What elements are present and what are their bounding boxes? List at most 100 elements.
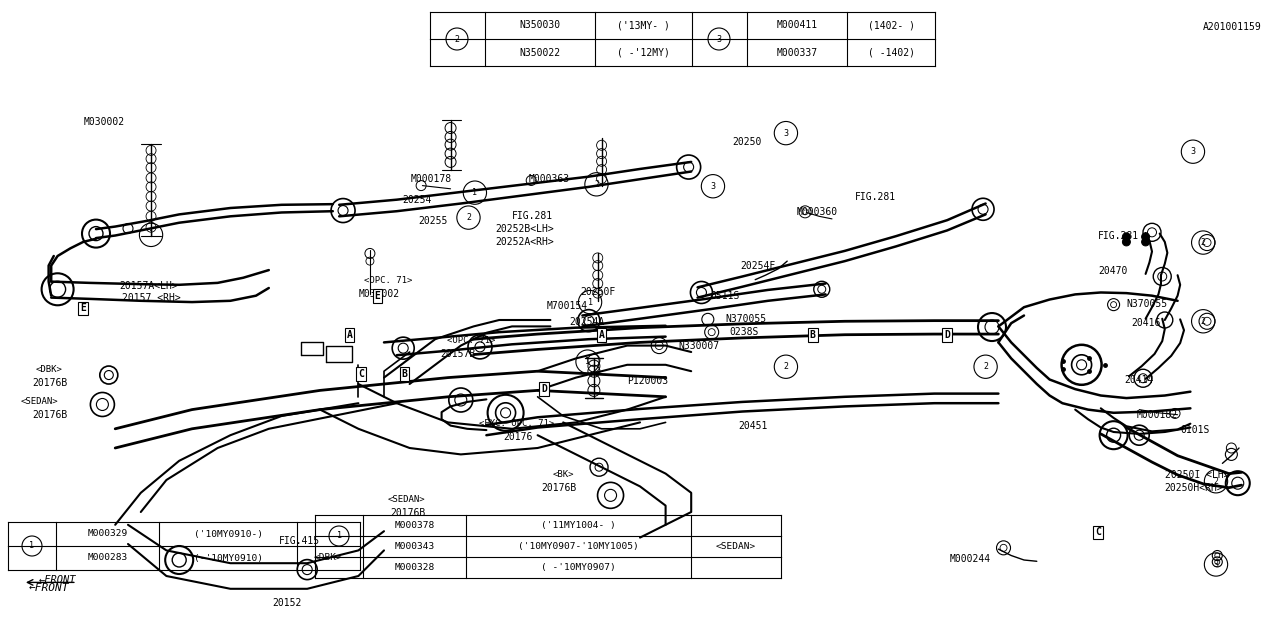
Text: 20414: 20414 [1124, 375, 1153, 385]
Text: 2: 2 [1201, 238, 1206, 247]
Text: 3: 3 [710, 182, 716, 191]
Text: <SEDAN>: <SEDAN> [388, 495, 425, 504]
Text: <SEDAN>: <SEDAN> [716, 542, 756, 551]
Text: N330007: N330007 [678, 341, 719, 351]
Text: 20451: 20451 [739, 420, 768, 431]
Text: D: D [945, 330, 950, 340]
Text: 20176B: 20176B [32, 410, 68, 420]
Text: ←FRONT: ←FRONT [28, 582, 69, 593]
Text: 0238S: 0238S [730, 327, 759, 337]
Text: 1: 1 [148, 230, 154, 239]
Text: 20254: 20254 [402, 195, 431, 205]
Text: 20416: 20416 [1132, 318, 1161, 328]
Text: <BK>: <BK> [553, 470, 575, 479]
Text: 20252B<LH>: 20252B<LH> [495, 224, 554, 234]
Text: B: B [402, 369, 407, 380]
Text: M000178: M000178 [411, 174, 452, 184]
Text: 2: 2 [454, 35, 460, 44]
Text: N350030: N350030 [520, 20, 561, 31]
Text: 20250F: 20250F [580, 287, 616, 297]
Circle shape [1123, 233, 1130, 241]
Text: M000337: M000337 [777, 47, 818, 58]
Text: 0511S: 0511S [710, 291, 740, 301]
Text: <OPC. 71>: <OPC. 71> [447, 336, 495, 345]
Text: (-'10MY0910): (-'10MY0910) [193, 554, 262, 563]
Text: 20250H<RH>: 20250H<RH> [1165, 483, 1224, 493]
Text: <OPC. 71>: <OPC. 71> [364, 276, 412, 285]
Text: 2: 2 [983, 362, 988, 371]
Text: FIG.281: FIG.281 [512, 211, 553, 221]
Text: 20255: 20255 [419, 216, 448, 226]
Text: ←FRONT: ←FRONT [38, 575, 76, 585]
Text: 20250: 20250 [732, 137, 762, 147]
Text: <DBK>: <DBK> [314, 554, 343, 563]
Text: ('10MY0907-'10MY1005): ('10MY0907-'10MY1005) [518, 542, 639, 551]
Text: A: A [347, 330, 352, 340]
Text: ( -'10MY0907): ( -'10MY0907) [541, 563, 616, 572]
Text: A: A [599, 330, 604, 340]
Circle shape [1142, 238, 1149, 246]
Text: 3: 3 [717, 35, 722, 44]
Text: 20250I <LH>: 20250I <LH> [1165, 470, 1229, 480]
Text: 0101S: 0101S [1180, 425, 1210, 435]
Text: C: C [358, 369, 364, 380]
Text: ('10MY0910-): ('10MY0910-) [193, 529, 262, 538]
Text: 1: 1 [585, 357, 590, 366]
Text: 2: 2 [1213, 477, 1219, 486]
Text: FIG.415: FIG.415 [279, 536, 320, 546]
Text: P120003: P120003 [627, 376, 668, 386]
Text: 2: 2 [1201, 317, 1206, 326]
Text: N350022: N350022 [520, 47, 561, 58]
Text: <DBK>: <DBK> [36, 365, 63, 374]
Text: N370055: N370055 [726, 314, 767, 324]
Text: 3: 3 [1190, 147, 1196, 156]
Text: E: E [81, 303, 86, 314]
Text: <EXC. OPC. 71>: <EXC. OPC. 71> [479, 419, 554, 428]
Text: A201001159: A201001159 [1203, 22, 1262, 32]
Text: 20157A<LH>: 20157A<LH> [119, 281, 178, 291]
Text: (1402- ): (1402- ) [868, 20, 914, 31]
Text: B: B [810, 330, 815, 340]
Text: M000182: M000182 [1137, 410, 1178, 420]
Text: 1: 1 [588, 298, 593, 307]
Text: ('11MY1004- ): ('11MY1004- ) [541, 521, 616, 530]
Text: FIG.281: FIG.281 [1098, 230, 1139, 241]
Text: M000411: M000411 [777, 20, 818, 31]
Text: 20157 <RH>: 20157 <RH> [122, 293, 180, 303]
Text: ( -1402): ( -1402) [868, 47, 914, 58]
Text: FIG.281: FIG.281 [855, 192, 896, 202]
Text: M030002: M030002 [358, 289, 399, 299]
Circle shape [1123, 238, 1130, 246]
Text: M000343: M000343 [394, 542, 435, 551]
Text: M000329: M000329 [87, 529, 128, 538]
Text: 20157B: 20157B [440, 349, 476, 359]
Text: 1: 1 [472, 188, 477, 197]
Text: M000244: M000244 [950, 554, 991, 564]
Text: 3: 3 [783, 129, 788, 138]
Text: 20176B: 20176B [32, 378, 68, 388]
Text: 1: 1 [29, 541, 35, 550]
Text: ( -'12MY): ( -'12MY) [617, 47, 669, 58]
Text: 2: 2 [594, 180, 599, 189]
Text: M030002: M030002 [83, 116, 124, 127]
Text: 20254A: 20254A [570, 317, 605, 327]
Text: 20152: 20152 [273, 598, 302, 608]
Text: N370055: N370055 [1126, 299, 1167, 309]
Text: 20176B: 20176B [541, 483, 577, 493]
Text: 2: 2 [466, 213, 471, 222]
Text: 1: 1 [337, 531, 342, 541]
Text: M000283: M000283 [87, 554, 128, 563]
Text: 20176B: 20176B [390, 508, 426, 518]
Text: 2: 2 [783, 362, 788, 371]
Text: 20252A<RH>: 20252A<RH> [495, 237, 554, 247]
Text: ('13MY- ): ('13MY- ) [617, 20, 669, 31]
Text: C: C [1096, 527, 1101, 538]
Circle shape [1142, 233, 1149, 241]
Text: 20254F: 20254F [740, 260, 776, 271]
Text: D: D [541, 384, 547, 394]
Text: E: E [375, 291, 380, 301]
Text: M000328: M000328 [394, 563, 435, 572]
Text: M000378: M000378 [394, 521, 435, 530]
Text: 3: 3 [1213, 560, 1219, 569]
Text: M000360: M000360 [796, 207, 837, 218]
